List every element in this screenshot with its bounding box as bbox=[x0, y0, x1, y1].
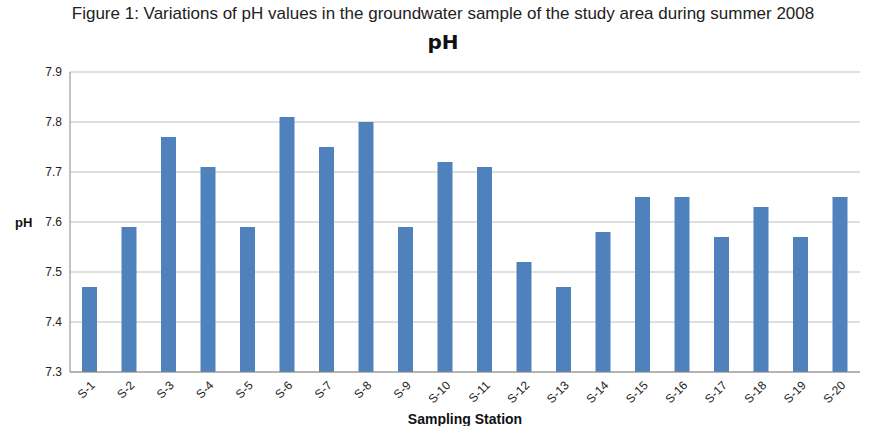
svg-text:S-11: S-11 bbox=[466, 378, 493, 405]
svg-text:S-8: S-8 bbox=[351, 378, 374, 401]
svg-text:S-7: S-7 bbox=[312, 378, 335, 401]
html-text:pH: pH bbox=[427, 30, 459, 54]
svg-text:7.5: 7.5 bbox=[45, 265, 62, 279]
svg-text:7.8: 7.8 bbox=[45, 115, 62, 129]
svg-text:S-14: S-14 bbox=[584, 378, 612, 406]
svg-text:S-16: S-16 bbox=[663, 378, 691, 406]
svg-text:S-17: S-17 bbox=[702, 378, 730, 406]
svg-text:S-15: S-15 bbox=[623, 378, 651, 406]
svg-text:S-6: S-6 bbox=[272, 378, 295, 401]
svg-text:7.7: 7.7 bbox=[45, 165, 62, 179]
svg-text:S-10: S-10 bbox=[426, 378, 454, 406]
svg-text:pH: pH bbox=[15, 215, 32, 230]
svg-text:S-18: S-18 bbox=[742, 378, 770, 406]
svg-text:S-19: S-19 bbox=[781, 378, 809, 406]
svg-text:Sampling Station: Sampling Station bbox=[408, 411, 522, 426]
svg-text:S-2: S-2 bbox=[114, 378, 137, 401]
svg-text:S-1: S-1 bbox=[75, 378, 98, 401]
svg-text:7.3: 7.3 bbox=[45, 365, 62, 379]
svg-text:S-13: S-13 bbox=[544, 378, 572, 406]
svg-text:S-12: S-12 bbox=[505, 378, 533, 406]
svg-text:S-4: S-4 bbox=[193, 378, 216, 401]
svg-text:7.6: 7.6 bbox=[45, 215, 62, 229]
svg-text:S-5: S-5 bbox=[233, 378, 256, 401]
svg-text:7.4: 7.4 bbox=[45, 315, 62, 329]
svg-text:S-20: S-20 bbox=[821, 378, 849, 406]
html-text:Figure 1: Variations of pH val: Figure 1: Variations of pH values in the… bbox=[71, 4, 815, 23]
svg-text:S-3: S-3 bbox=[154, 378, 177, 401]
svg-text:S-9: S-9 bbox=[391, 378, 414, 401]
svg-text:7.9: 7.9 bbox=[45, 65, 62, 79]
